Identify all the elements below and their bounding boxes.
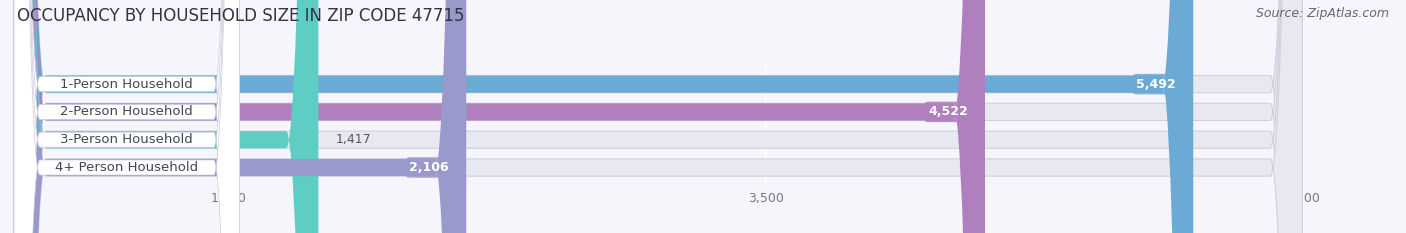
Text: 3-Person Household: 3-Person Household (60, 133, 193, 146)
FancyBboxPatch shape (14, 0, 1302, 233)
Text: 1,417: 1,417 (336, 133, 371, 146)
Text: Source: ZipAtlas.com: Source: ZipAtlas.com (1256, 7, 1389, 20)
Text: 2,106: 2,106 (409, 161, 449, 174)
FancyBboxPatch shape (14, 0, 239, 233)
FancyBboxPatch shape (14, 0, 318, 233)
FancyBboxPatch shape (14, 0, 986, 233)
FancyBboxPatch shape (14, 0, 467, 233)
Text: 1-Person Household: 1-Person Household (60, 78, 193, 91)
FancyBboxPatch shape (14, 0, 239, 233)
Text: 2-Person Household: 2-Person Household (60, 105, 193, 118)
FancyBboxPatch shape (14, 0, 1302, 233)
Text: 4,522: 4,522 (928, 105, 967, 118)
FancyBboxPatch shape (14, 0, 1302, 233)
FancyBboxPatch shape (14, 0, 1194, 233)
FancyBboxPatch shape (14, 0, 239, 233)
Text: 4+ Person Household: 4+ Person Household (55, 161, 198, 174)
Text: 5,492: 5,492 (1136, 78, 1175, 91)
Text: OCCUPANCY BY HOUSEHOLD SIZE IN ZIP CODE 47715: OCCUPANCY BY HOUSEHOLD SIZE IN ZIP CODE … (17, 7, 464, 25)
FancyBboxPatch shape (14, 0, 239, 233)
FancyBboxPatch shape (14, 0, 1302, 233)
